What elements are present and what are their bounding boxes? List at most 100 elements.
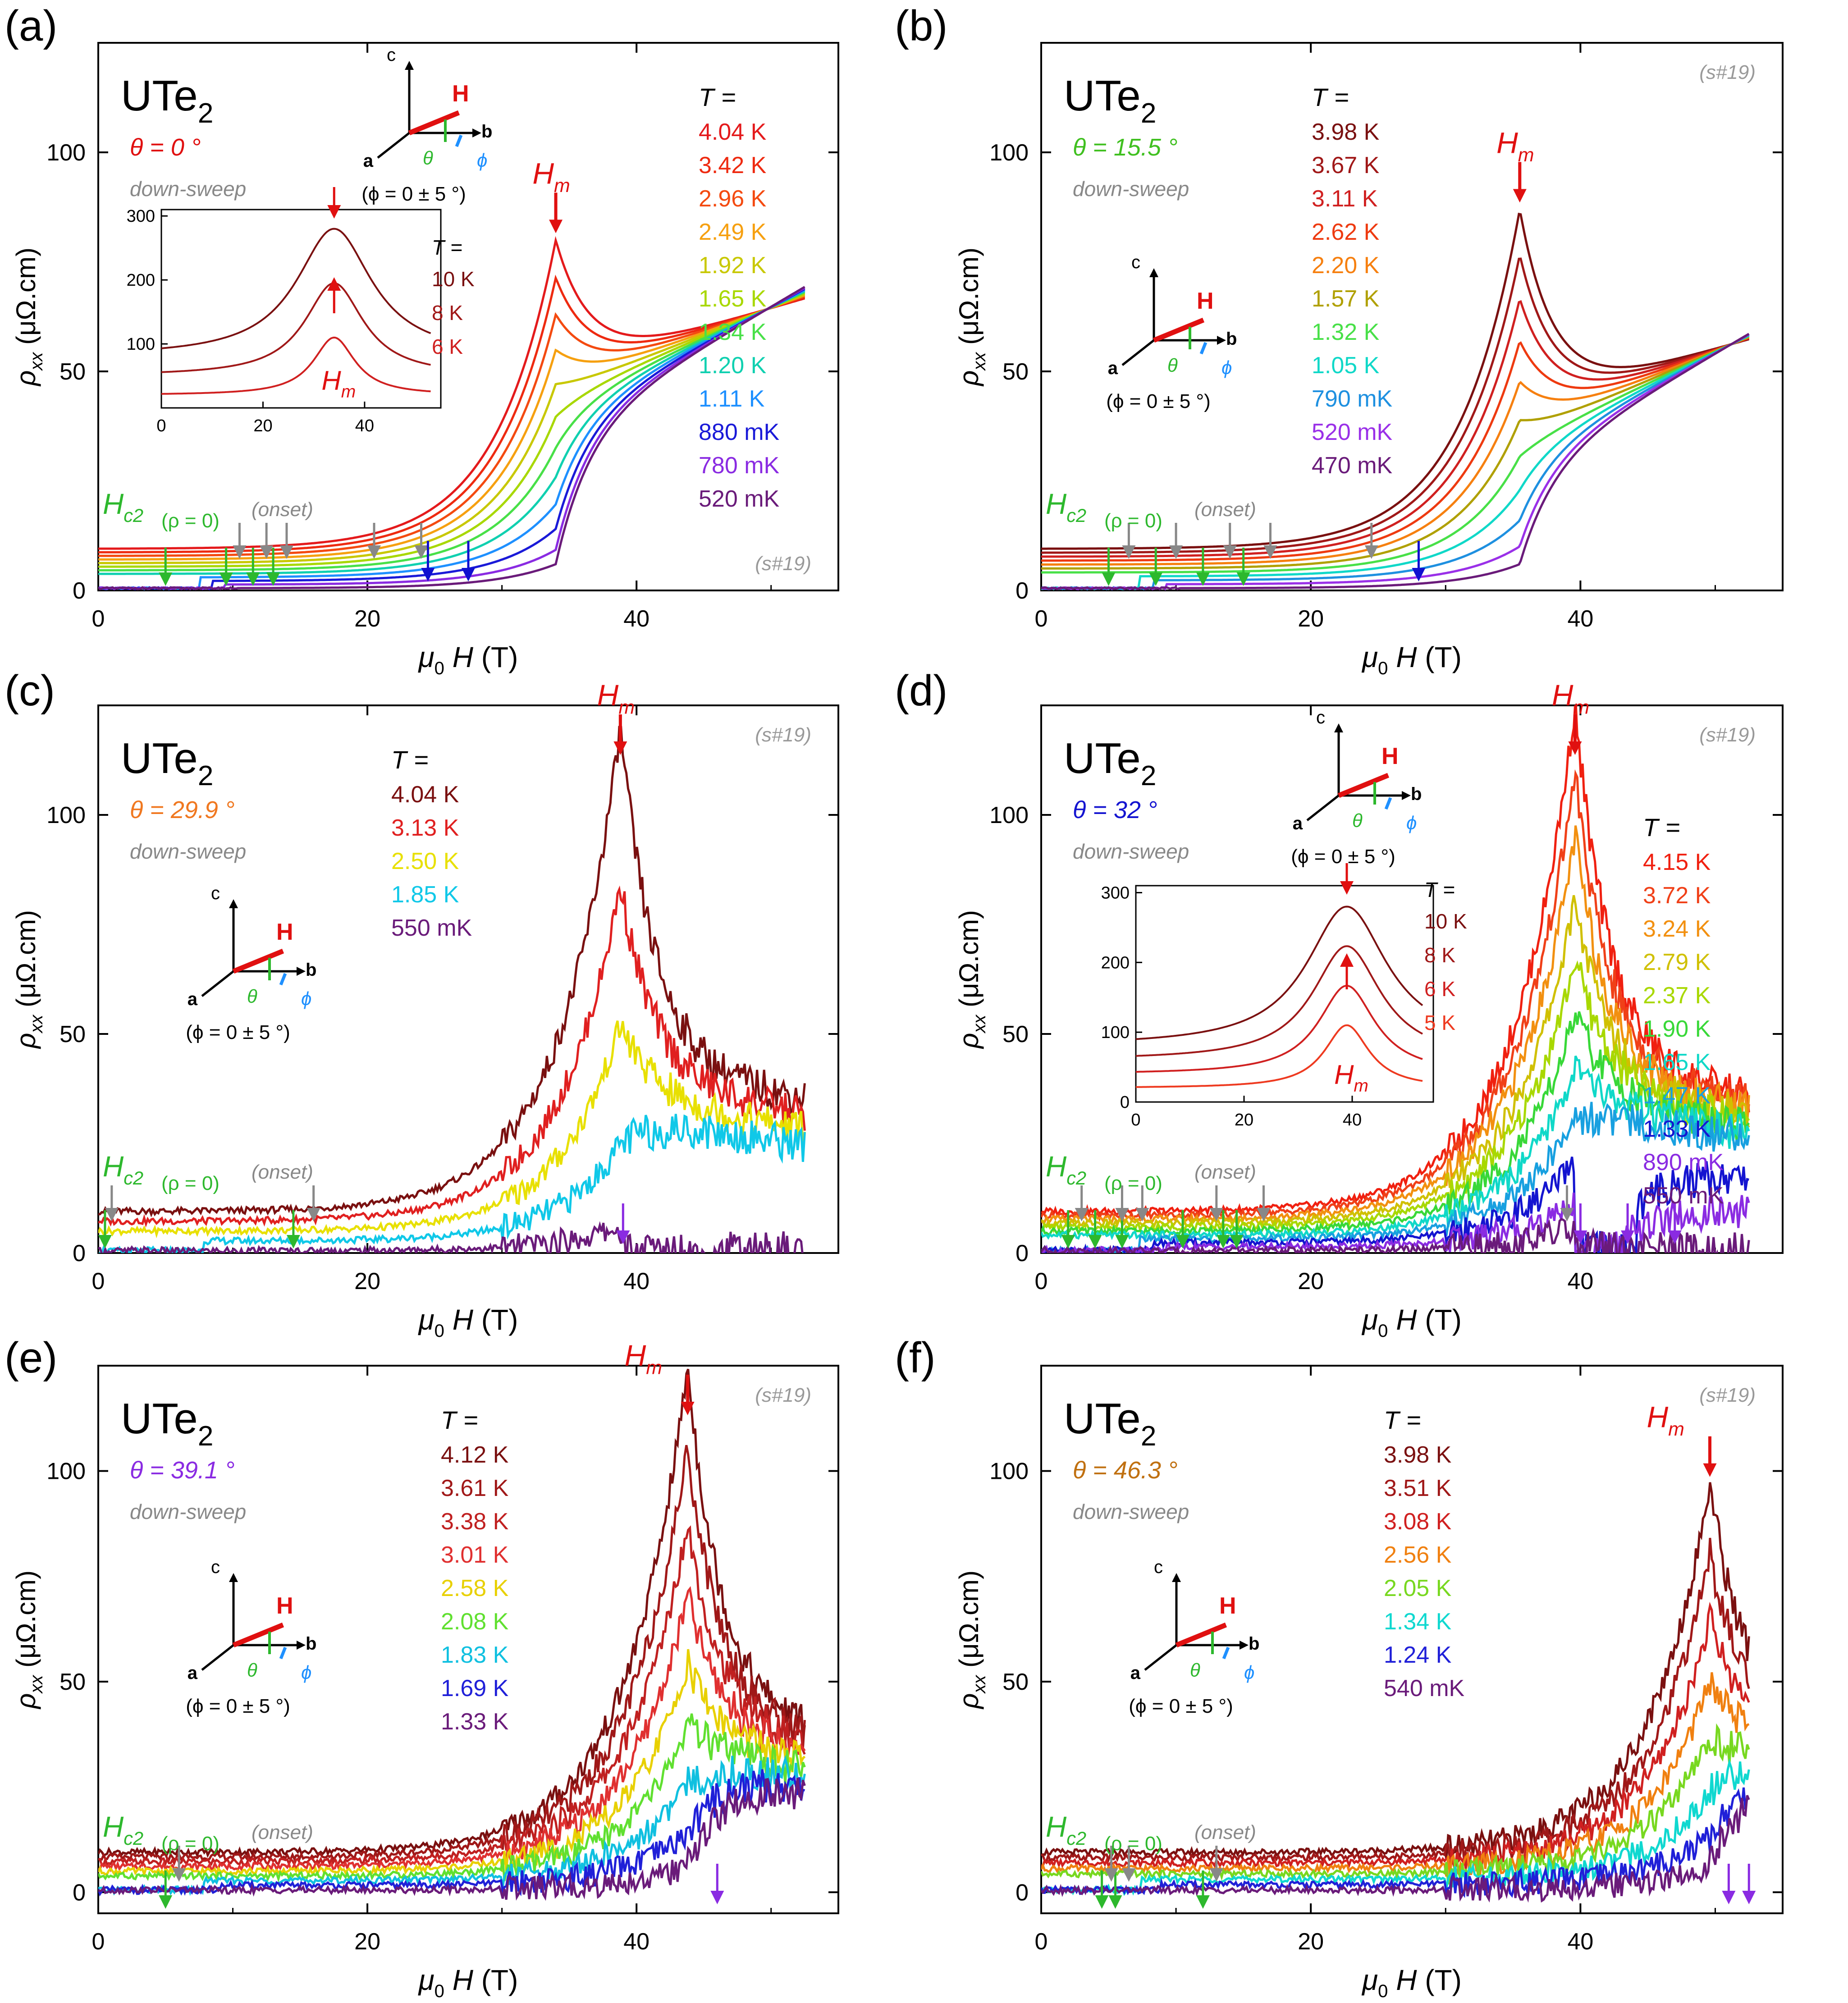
temp-legend-head: T = <box>441 1406 478 1434</box>
temp-legend-entry: 3.24 K <box>1643 916 1711 942</box>
temp-legend-entry: 1.85 K <box>391 882 459 908</box>
x-axis-label: μ0 H (T) <box>418 641 518 678</box>
inset-hm-arrow-up-head <box>327 277 341 291</box>
c-axis-head <box>229 899 238 908</box>
onset-arrow-head <box>367 545 381 559</box>
onset-arrow <box>1122 523 1136 559</box>
x-tick-label: 40 <box>623 1268 650 1294</box>
inset-y-tick-label: 100 <box>1101 1023 1130 1042</box>
b-axis-head <box>1402 791 1411 800</box>
temp-legend-entry: 3.38 K <box>441 1509 509 1535</box>
hm-label: Hm <box>1647 1400 1684 1440</box>
hc2-zero-arrow-head <box>1115 1235 1129 1248</box>
temp-legend-entry: 1.90 K <box>1643 1016 1711 1042</box>
b-axis-head <box>297 967 306 976</box>
inset-x-tick-label: 20 <box>1235 1111 1253 1130</box>
x-axis-label: μ0 H (T) <box>1361 1964 1462 2001</box>
onset-arrow <box>1122 1846 1136 1882</box>
hm-label: Hm <box>1552 678 1589 718</box>
y-tick-label: 0 <box>1015 578 1029 604</box>
frame-c: c <box>1154 1557 1163 1577</box>
temp-legend-entry: 4.15 K <box>1643 849 1711 875</box>
series-line <box>1041 1102 1750 1253</box>
hc2-label: Hc2 <box>1046 1811 1086 1849</box>
hc2-zero-arrow-head <box>1196 1895 1210 1909</box>
temp-legend-entry: 2.20 K <box>1312 252 1380 279</box>
onset-arrow-head <box>260 545 274 559</box>
temp-legend-entry: 1.65 K <box>1643 1049 1711 1075</box>
sample-label: (s#19) <box>1699 1384 1756 1406</box>
onset-arrow <box>1115 1185 1129 1221</box>
hc2-zero-arrow <box>159 1870 173 1909</box>
frame-h: H <box>452 81 469 107</box>
series-line <box>98 236 805 550</box>
hc2-arrow-violet <box>1722 1864 1736 1904</box>
temp-legend-entry: 2.56 K <box>1384 1542 1452 1568</box>
phi-marker <box>279 1646 287 1660</box>
frame-icon: c a bHθ ϕ (ϕ = 0 ± 5 °) <box>186 1557 316 1717</box>
theta-label: θ = 39.1 ° <box>130 1457 235 1484</box>
onset-arrow <box>1223 523 1237 559</box>
inset-hm-arrow <box>327 187 341 219</box>
series-line <box>1041 1192 1750 1253</box>
temp-legend-entry: 1.11 K <box>699 386 765 412</box>
y-tick-label: 0 <box>73 1240 86 1267</box>
series-line <box>1041 300 1750 558</box>
hc2-arrow-violet-head <box>1574 1230 1587 1244</box>
hm-label: Hm <box>1496 126 1534 165</box>
x-tick-label: 0 <box>1035 606 1048 632</box>
temp-legend-entry: 540 mK <box>1384 1675 1465 1701</box>
hc2-arrow-violet <box>1668 1203 1682 1244</box>
hc2-zero-arrow <box>1088 1210 1102 1248</box>
frame-phi: ϕ <box>301 1662 311 1683</box>
onset-arrow-head <box>1115 1208 1129 1221</box>
hm-label: Hm <box>532 156 570 196</box>
inset-y-tick-label: 300 <box>1101 883 1130 902</box>
theta-label: θ = 29.9 ° <box>130 796 235 823</box>
temp-legend-head: T = <box>1643 813 1680 841</box>
series-line <box>98 286 805 590</box>
temp-legend-entry: 1.57 K <box>1312 286 1380 312</box>
temp-legend-entry: 4.04 K <box>699 119 767 145</box>
b-axis-head <box>472 128 481 137</box>
inset-hm-arrow-up-head <box>1340 953 1354 967</box>
temp-legend-entry: 780 mK <box>699 453 780 479</box>
y-tick-label: 50 <box>59 1021 86 1047</box>
frame-h: H <box>1219 1593 1236 1619</box>
hc2-zero-arrow-head <box>1176 1235 1190 1248</box>
frame-a: a <box>363 151 374 171</box>
hc2-zero-arrow-head <box>1095 1895 1109 1909</box>
hc2-arrow-violet <box>1621 1203 1635 1244</box>
series-line <box>98 274 805 553</box>
onset-arrow <box>1135 1185 1149 1221</box>
series-line <box>1041 257 1749 554</box>
temp-legend-head: T = <box>391 745 428 774</box>
temp-legend-entry: 550 mK <box>391 915 472 941</box>
zero-arrow-blue <box>1412 541 1426 581</box>
a-axis <box>1144 1644 1177 1671</box>
hc2-zero-arrow-head <box>98 1235 112 1248</box>
frame-h: H <box>276 919 293 945</box>
frame-phi-range: (ϕ = 0 ± 5 °) <box>361 183 466 205</box>
frame-theta: θ <box>423 147 433 169</box>
frame-theta: θ <box>1190 1660 1200 1681</box>
inset-y-tick-label: 300 <box>127 207 155 226</box>
hc2-arrow-violet <box>1574 1203 1587 1244</box>
h-vector <box>1175 1622 1227 1648</box>
frame-b: b <box>1226 329 1237 349</box>
series-line <box>1041 1723 1750 1885</box>
inset-legend-entry: 6 K <box>1424 977 1455 1001</box>
y-axis-label: ρxx (μΩ.cm) <box>11 1570 46 1710</box>
y-tick-label: 50 <box>1002 1669 1029 1695</box>
temp-legend-entry: 1.33 K <box>1643 1116 1711 1142</box>
hc2-zero-arrow-head <box>286 1235 300 1248</box>
theta-label: θ = 46.3 ° <box>1073 1457 1178 1484</box>
hc2-label: Hc2 <box>1046 1150 1086 1189</box>
onset-arrow <box>172 1846 186 1882</box>
frame-icon: c a bHθ ϕ (ϕ = 0 ± 5 °) <box>361 45 492 205</box>
c-axis-head <box>229 1573 238 1582</box>
b-axis-head <box>297 1641 306 1650</box>
temp-legend-entry: 1.65 K <box>699 286 767 312</box>
frame-phi-range: (ϕ = 0 ± 5 °) <box>186 1695 290 1717</box>
